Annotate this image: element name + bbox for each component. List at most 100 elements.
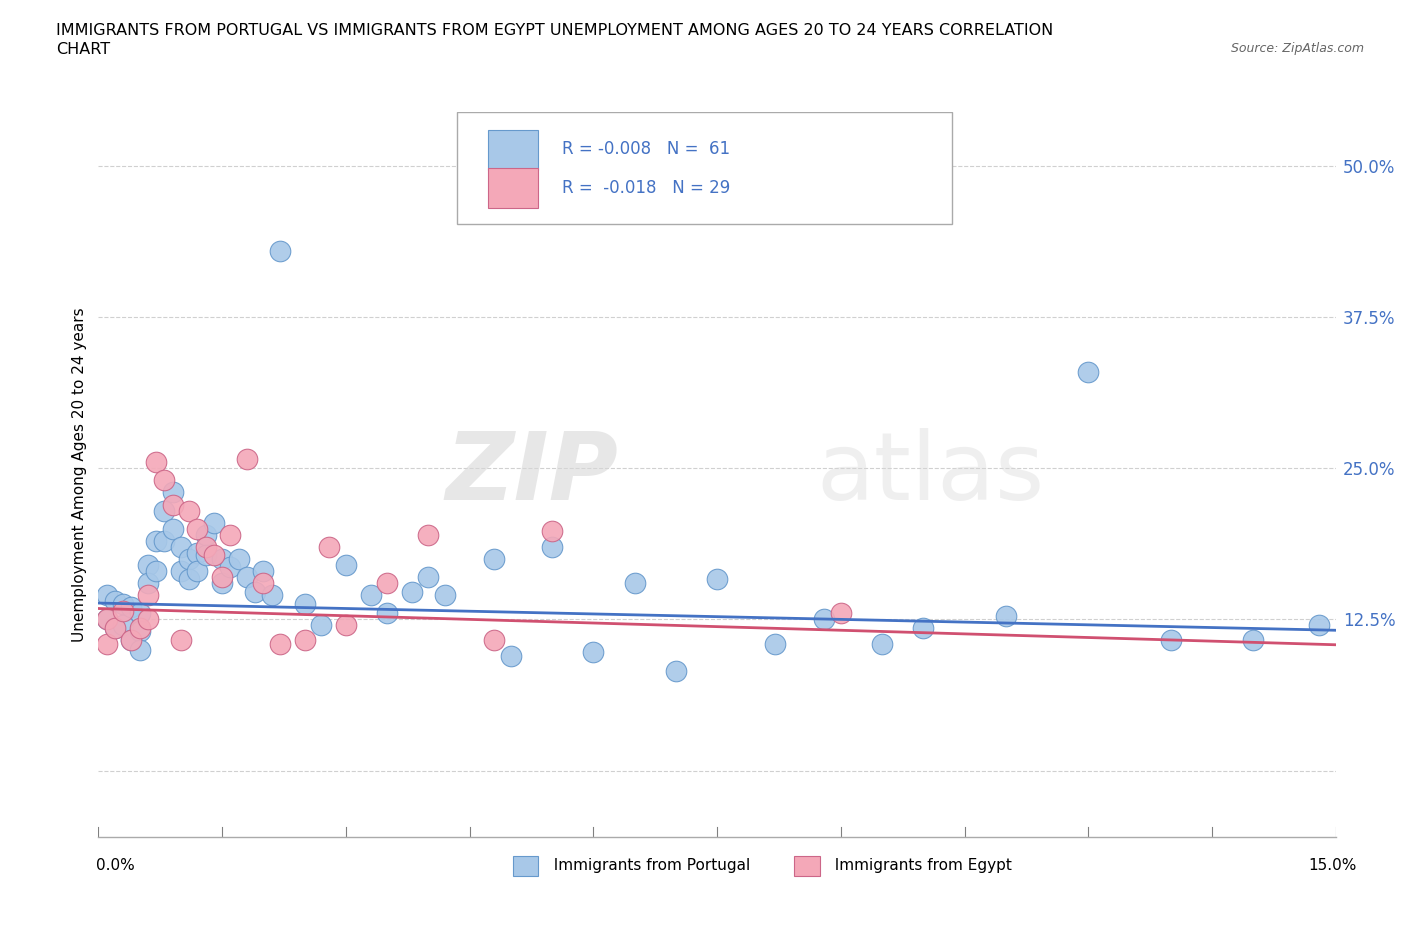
Point bbox=[112, 596, 135, 611]
Point bbox=[260, 588, 283, 603]
Point bbox=[541, 524, 564, 538]
Point bbox=[202, 515, 225, 530]
Point bbox=[179, 572, 201, 587]
Point bbox=[269, 244, 291, 259]
Text: Source: ZipAtlas.com: Source: ZipAtlas.com bbox=[1230, 42, 1364, 55]
Point bbox=[128, 606, 150, 621]
Point bbox=[318, 539, 340, 554]
Point bbox=[418, 569, 440, 585]
Text: CHART: CHART bbox=[56, 42, 110, 57]
Point bbox=[294, 596, 316, 611]
Point bbox=[162, 498, 184, 512]
Point bbox=[136, 558, 159, 573]
Point bbox=[665, 664, 688, 679]
Point bbox=[96, 612, 118, 627]
Point bbox=[1077, 365, 1099, 379]
Point bbox=[96, 636, 118, 651]
Point bbox=[499, 648, 522, 663]
Point bbox=[211, 551, 233, 566]
Point bbox=[145, 455, 167, 470]
Point bbox=[335, 618, 357, 633]
Point bbox=[186, 521, 208, 536]
Point bbox=[170, 632, 193, 647]
Point bbox=[375, 576, 398, 591]
Point bbox=[541, 539, 564, 554]
Text: atlas: atlas bbox=[815, 429, 1045, 520]
Point bbox=[211, 576, 233, 591]
Point bbox=[484, 632, 506, 647]
Point bbox=[120, 632, 142, 647]
Point bbox=[994, 608, 1017, 623]
Point bbox=[211, 569, 233, 585]
Point bbox=[194, 527, 217, 542]
Point bbox=[236, 569, 259, 585]
Point bbox=[145, 534, 167, 549]
Point bbox=[219, 560, 242, 575]
Text: IMMIGRANTS FROM PORTUGAL VS IMMIGRANTS FROM EGYPT UNEMPLOYMENT AMONG AGES 20 TO : IMMIGRANTS FROM PORTUGAL VS IMMIGRANTS F… bbox=[56, 23, 1053, 38]
Point bbox=[96, 612, 118, 627]
Point bbox=[120, 632, 142, 647]
Point bbox=[219, 527, 242, 542]
Point bbox=[360, 588, 382, 603]
Point bbox=[179, 503, 201, 518]
Point bbox=[830, 606, 852, 621]
Point bbox=[763, 636, 786, 651]
Text: ZIP: ZIP bbox=[446, 429, 619, 520]
Point bbox=[236, 451, 259, 466]
Point bbox=[269, 636, 291, 651]
Point bbox=[870, 636, 893, 651]
Point bbox=[252, 576, 274, 591]
Point bbox=[112, 618, 135, 633]
Point bbox=[194, 539, 217, 554]
Text: R =  -0.018   N = 29: R = -0.018 N = 29 bbox=[562, 179, 731, 197]
FancyBboxPatch shape bbox=[457, 112, 952, 224]
Point bbox=[335, 558, 357, 573]
Text: Immigrants from Egypt: Immigrants from Egypt bbox=[825, 858, 1012, 873]
Point bbox=[96, 588, 118, 603]
Point bbox=[186, 545, 208, 560]
Point bbox=[401, 584, 423, 599]
Point bbox=[170, 564, 193, 578]
Point bbox=[128, 620, 150, 635]
Point bbox=[145, 564, 167, 578]
Point bbox=[186, 564, 208, 578]
Point bbox=[706, 572, 728, 587]
Point bbox=[202, 548, 225, 563]
Point bbox=[136, 612, 159, 627]
Point bbox=[136, 576, 159, 591]
Point bbox=[1160, 632, 1182, 647]
Text: Immigrants from Portugal: Immigrants from Portugal bbox=[544, 858, 751, 873]
Text: 0.0%: 0.0% bbox=[96, 857, 135, 872]
Point bbox=[120, 600, 142, 615]
Point bbox=[623, 576, 645, 591]
Bar bbox=[488, 168, 537, 208]
Point bbox=[252, 564, 274, 578]
Point bbox=[484, 551, 506, 566]
Point bbox=[162, 521, 184, 536]
Point bbox=[153, 503, 176, 518]
Y-axis label: Unemployment Among Ages 20 to 24 years: Unemployment Among Ages 20 to 24 years bbox=[72, 307, 87, 642]
Point bbox=[294, 632, 316, 647]
Point bbox=[104, 620, 127, 635]
Point bbox=[136, 588, 159, 603]
Point bbox=[582, 644, 605, 659]
Point bbox=[375, 606, 398, 621]
Bar bbox=[488, 130, 537, 169]
Point bbox=[104, 620, 127, 635]
Point bbox=[912, 620, 935, 635]
Point bbox=[1241, 632, 1264, 647]
Point bbox=[179, 551, 201, 566]
Point bbox=[309, 618, 332, 633]
Text: 15.0%: 15.0% bbox=[1309, 857, 1357, 872]
Point bbox=[194, 548, 217, 563]
Point bbox=[104, 594, 127, 609]
Point bbox=[1308, 618, 1330, 633]
Point bbox=[112, 604, 135, 618]
Point bbox=[170, 539, 193, 554]
Point bbox=[813, 612, 835, 627]
Text: R = -0.008   N =  61: R = -0.008 N = 61 bbox=[562, 140, 731, 158]
Point bbox=[228, 551, 250, 566]
Point bbox=[433, 588, 456, 603]
Point bbox=[243, 584, 266, 599]
Point bbox=[128, 624, 150, 639]
